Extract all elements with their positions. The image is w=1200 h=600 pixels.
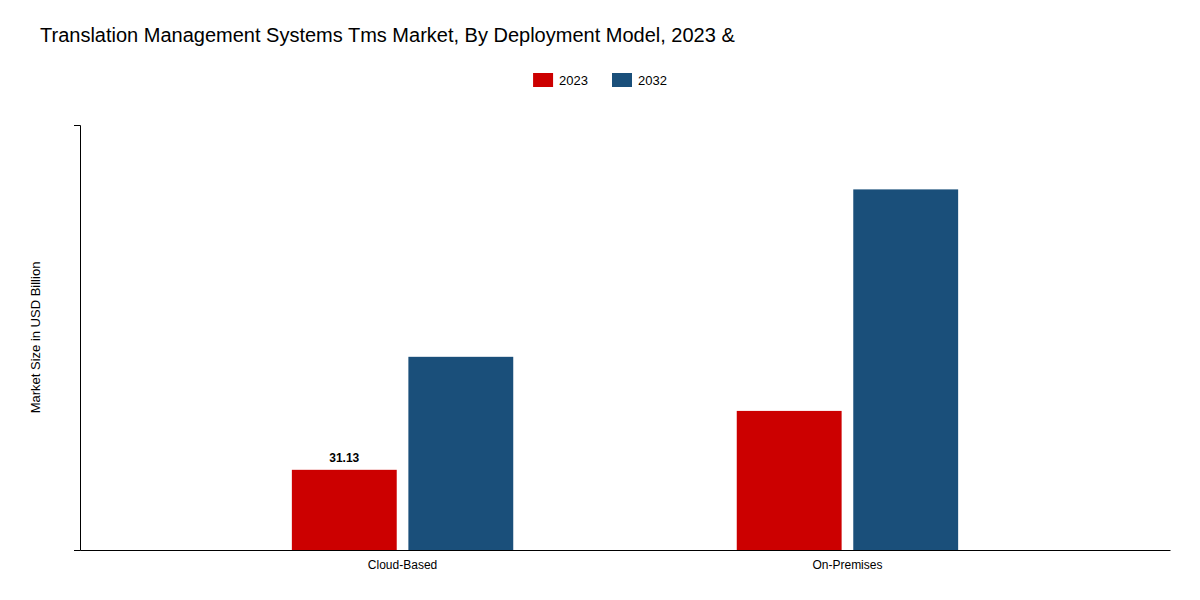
legend: 2023 2032 [533,73,667,88]
y-axis [74,126,81,551]
legend-label: 2023 [559,73,588,88]
y-axis-title: Market Size in USD Billion [28,262,43,414]
x-tick: On-Premises [812,558,882,572]
bars [292,189,958,550]
legend-item: 2023 [533,73,588,88]
x-tick-label: On-Premises [812,558,882,572]
bar [408,357,513,550]
plot-area: Cloud-Based On-Premises Market Size in USD… [28,126,1171,572]
legend-swatch [612,73,632,87]
x-axis: Cloud-Based On-Premises [81,551,1171,572]
legend-swatch [533,73,553,87]
bar [853,189,958,550]
y-axis-line [74,126,81,551]
annotation: 31.13 [329,451,359,465]
bar [737,411,842,550]
bar [292,470,397,550]
title: Translation Management Systems Tms Marke… [40,24,735,46]
x-tick: Cloud-Based [368,558,437,572]
chart-container: Translation Management Systems Tms Marke… [0,0,1200,600]
chart: Translation Management Systems Tms Marke… [0,0,1200,600]
x-tick-label: Cloud-Based [368,558,437,572]
legend-item: 2032 [612,73,667,88]
legend-label: 2032 [638,73,667,88]
x-axis-line [81,550,1171,551]
